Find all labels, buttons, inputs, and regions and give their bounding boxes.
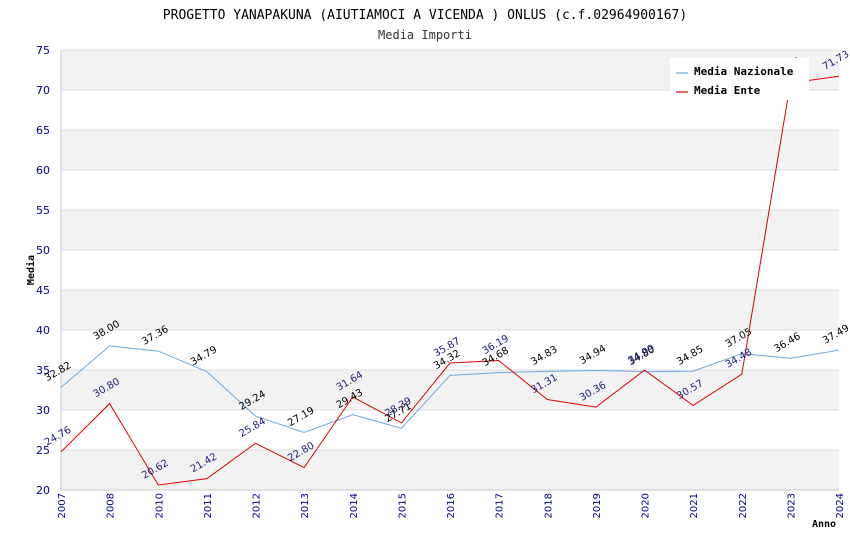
y-tick-label: 50 [36, 244, 50, 257]
legend-label-media-nazionale: Media Nazionale [694, 65, 794, 78]
x-tick-label: 2011 [203, 493, 214, 518]
background-band [61, 450, 839, 490]
background-band [61, 370, 839, 410]
x-tick-label: 2010 [154, 493, 165, 518]
y-tick-label: 25 [36, 444, 50, 457]
x-tick-label: 2018 [543, 493, 554, 518]
legend-label-media-ente: Media Ente [694, 84, 761, 97]
data-label-media-ente: 34.99 [627, 343, 657, 367]
x-tick-label: 2017 [495, 493, 506, 518]
legend-box [670, 58, 809, 100]
y-tick-label: 70 [36, 84, 50, 97]
x-tick-label: 2020 [641, 493, 652, 518]
background-band [61, 290, 839, 330]
y-tick-label: 55 [36, 204, 50, 217]
data-label-media-nazionale: 34.79 [189, 344, 219, 368]
y-axis-label: Media [25, 255, 37, 285]
x-tick-label: 2019 [592, 493, 603, 518]
x-tick-label: 2008 [106, 493, 117, 518]
chart-title: PROGETTO YANAPAKUNA (AIUTIAMOCI A VICEND… [163, 8, 687, 23]
y-tick-label: 45 [36, 284, 50, 297]
data-label-media-nazionale: 34.94 [578, 343, 608, 367]
chart-subtitle: Media Importi [378, 28, 472, 42]
gridlines [61, 49, 839, 491]
series-lines [60, 75, 840, 486]
x-tick-label: 2014 [349, 493, 360, 518]
x-tick-label: 2021 [689, 493, 700, 518]
data-label-media-nazionale: 34.85 [675, 344, 705, 368]
y-tick-label: 30 [36, 404, 50, 417]
y-axis-ticks: 20 25 30 35 40 45 50 55 60 65 70 75 [36, 44, 50, 497]
x-tick-label: 2007 [57, 493, 68, 518]
background-band [61, 210, 839, 250]
y-tick-label: 35 [36, 364, 50, 377]
x-tick-label: 2015 [397, 493, 408, 518]
x-axis-label: Anno [812, 519, 836, 530]
background-bands [61, 50, 839, 490]
x-tick-label: 2024 [835, 493, 846, 518]
background-band [61, 130, 839, 170]
data-label-media-ente: 25.84 [238, 416, 268, 440]
x-axis-ticks: 2007 2008 2010 2011 2012 2013 2014 2015 2016 2017… [57, 493, 846, 518]
y-tick-label: 75 [36, 44, 50, 57]
data-label-media-ente: 24.76 [43, 425, 73, 449]
x-tick-label: 2022 [738, 493, 749, 518]
y-tick-label: 60 [36, 164, 50, 177]
data-label-media-nazionale: 34.83 [529, 344, 559, 368]
y-tick-label: 20 [36, 484, 50, 497]
x-tick-label: 2012 [252, 493, 263, 518]
y-tick-label: 40 [36, 324, 50, 337]
series-line-media-nazionale [60, 345, 840, 434]
axes [60, 50, 839, 491]
x-tick-label: 2023 [786, 493, 797, 518]
x-tick-label: 2016 [446, 493, 457, 518]
series-line-media-ente [60, 75, 840, 486]
data-label-media-nazionale: 36.46 [772, 331, 802, 355]
legend: Media Nazionale Media Ente [670, 58, 809, 100]
y-tick-label: 65 [36, 124, 50, 137]
x-tick-label: 2013 [300, 493, 311, 518]
